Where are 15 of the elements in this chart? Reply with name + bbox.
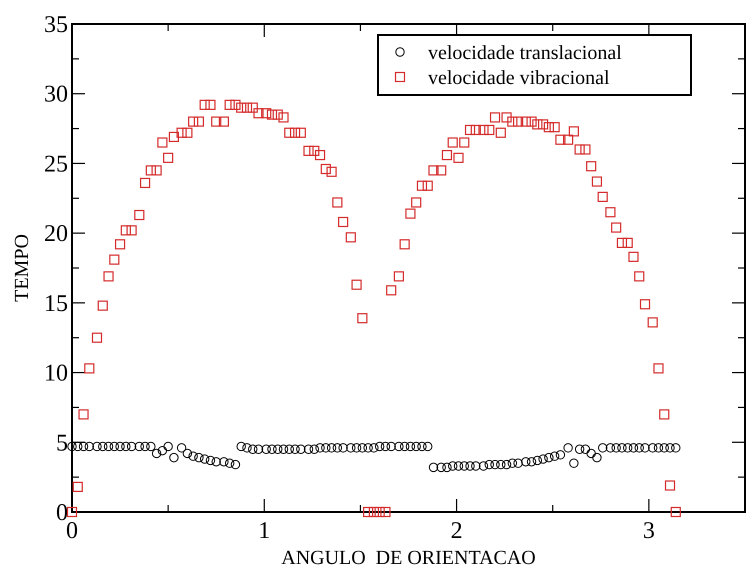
x-axis-title: ANGULO DE ORIENTACAO <box>281 547 536 569</box>
x-tick-label: 2 <box>450 518 463 544</box>
legend-label: velocidade vibracional <box>428 67 610 89</box>
y-tick-label: 10 <box>44 360 68 387</box>
y-tick-label: 5 <box>56 430 68 456</box>
y-tick-label: 25 <box>44 151 68 178</box>
y-tick-label: 0 <box>56 500 68 526</box>
y-tick-label: 20 <box>44 221 68 248</box>
x-tick-label: 3 <box>642 518 655 544</box>
y-axis-title: TEMPO <box>11 234 33 302</box>
y-tick-label: 35 <box>44 12 68 38</box>
y-tick-label: 30 <box>44 82 68 108</box>
y-tick-label: 15 <box>44 290 68 317</box>
legend-label: velocidade translacional <box>428 42 622 64</box>
x-tick-label: 1 <box>258 518 270 544</box>
